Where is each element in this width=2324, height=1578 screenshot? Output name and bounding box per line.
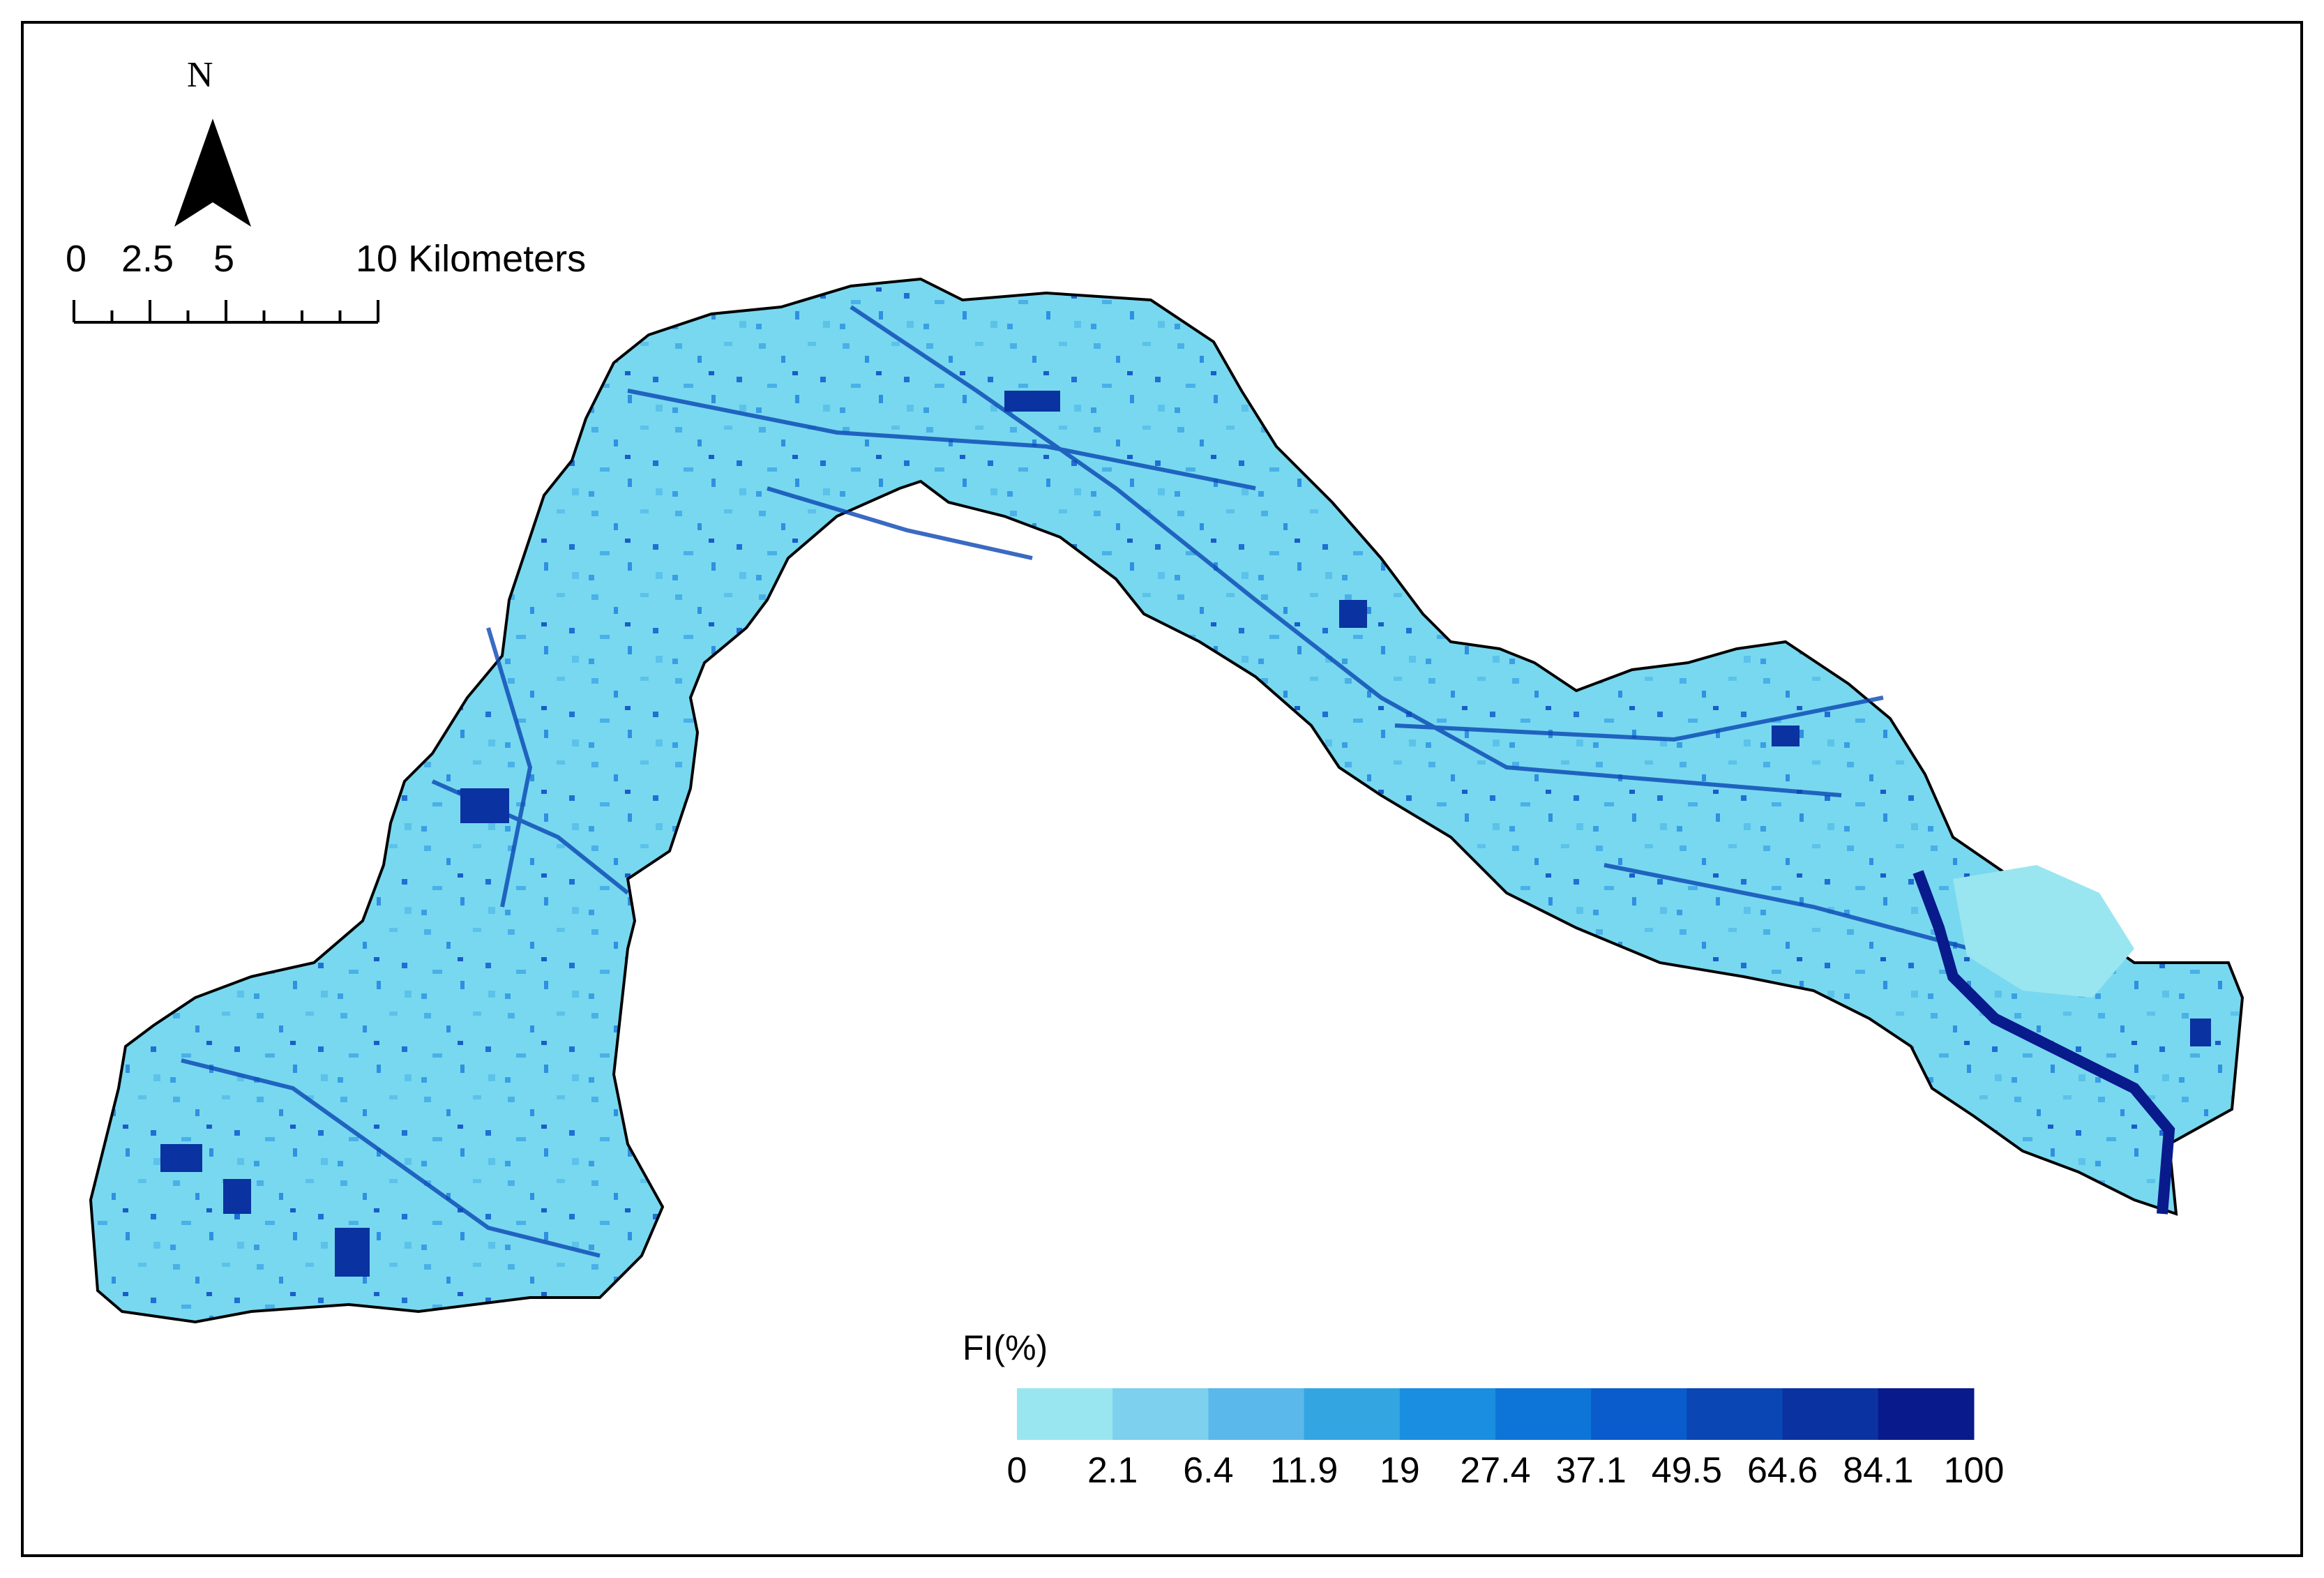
legend-swatch-0 bbox=[1017, 1388, 1113, 1440]
legend-tick-2: 6.4 bbox=[1183, 1450, 1234, 1491]
legend-tick-1: 2.1 bbox=[1087, 1450, 1138, 1491]
legend-tick-5: 27.4 bbox=[1460, 1450, 1531, 1491]
legend-tick-7: 49.5 bbox=[1651, 1450, 1722, 1491]
legend-swatch-3 bbox=[1304, 1388, 1401, 1440]
legend-tick-6: 37.1 bbox=[1555, 1450, 1627, 1491]
legend-tick-9: 84.1 bbox=[1843, 1450, 1914, 1491]
legend-tick-3: 11.9 bbox=[1269, 1450, 1338, 1491]
north-arrow-icon bbox=[174, 119, 213, 227]
legend-swatch-4 bbox=[1399, 1388, 1496, 1440]
legend-swatch-5 bbox=[1495, 1388, 1592, 1440]
legend-tick-10: 100 bbox=[1943, 1450, 2005, 1491]
wetland-patch bbox=[1953, 865, 2134, 998]
legend-tick-0: 0 bbox=[1006, 1450, 1027, 1491]
legend-tick-4: 19 bbox=[1379, 1450, 1420, 1491]
legend-tick-8: 64.6 bbox=[1746, 1450, 1818, 1491]
legend-swatch-7 bbox=[1687, 1388, 1783, 1440]
legend-swatch-9 bbox=[1878, 1388, 1975, 1440]
river-channel bbox=[1912, 870, 2175, 1215]
scale-label-0: 0 bbox=[66, 238, 87, 280]
legend-swatch-1 bbox=[1112, 1388, 1209, 1440]
scale-label-2-5: 2.5 bbox=[121, 238, 174, 280]
legend-swatch-6 bbox=[1591, 1388, 1687, 1440]
north-label: N bbox=[187, 55, 213, 95]
study-area-polygon bbox=[89, 277, 2244, 1324]
legend-swatch-2 bbox=[1208, 1388, 1305, 1440]
scale-label-5: 5 bbox=[213, 238, 235, 280]
scale-bar bbox=[73, 300, 379, 324]
scale-label-10-km: 10 Kilometers bbox=[356, 238, 587, 280]
legend-swatch-8 bbox=[1782, 1388, 1879, 1440]
north-arrow bbox=[174, 119, 251, 227]
legend-title: FI(%) bbox=[963, 1328, 1048, 1367]
legend-color-ramp bbox=[1017, 1388, 1975, 1440]
high-fi-patches bbox=[160, 391, 2211, 1277]
